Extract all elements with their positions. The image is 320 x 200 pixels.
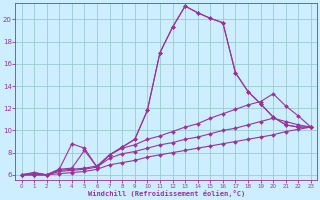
X-axis label: Windchill (Refroidissement éolien,°C): Windchill (Refroidissement éolien,°C) [88, 190, 245, 197]
